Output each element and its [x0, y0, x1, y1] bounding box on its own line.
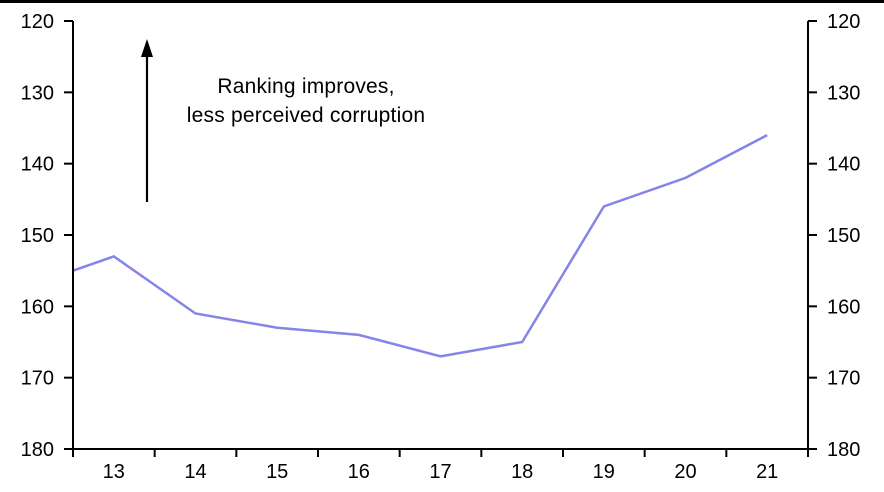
y-axis-right-labels: 120 130 140 150 160 170 180: [827, 11, 860, 461]
x-axis-label: 13: [103, 461, 125, 483]
y-axis-label-right: 180: [827, 439, 860, 461]
y-axis-label-left: 170: [21, 368, 54, 390]
y-axis-label-right: 120: [827, 11, 860, 33]
y-axis-label-left: 180: [21, 439, 54, 461]
y-axis-label-left: 140: [21, 154, 54, 176]
y-axis-label-right: 170: [827, 368, 860, 390]
axes-group: [64, 20, 817, 457]
x-axis-label: 14: [184, 461, 206, 483]
x-axis-label: 16: [348, 461, 370, 483]
x-axis-label: 15: [266, 461, 288, 483]
y-axis-label-right: 160: [827, 296, 860, 318]
y-axis-label-right: 150: [827, 225, 860, 247]
x-axis-label: 20: [674, 461, 696, 483]
annotation-line-2: less perceived corruption: [186, 104, 426, 127]
y-axis-left-labels: 120 130 140 150 160 170 180: [21, 11, 54, 461]
x-axis-label: 18: [511, 461, 533, 483]
x-axis-label: 21: [756, 461, 778, 483]
annotation-text: Ranking improves, less perceived corrupt…: [158, 72, 454, 130]
y-axis-label-left: 120: [21, 11, 54, 33]
y-axis-label-right: 140: [827, 154, 860, 176]
up-arrow-icon: [141, 39, 153, 202]
data-series-group: [73, 133, 768, 358]
x-axis-label: 17: [429, 461, 451, 483]
y-axis-label-left: 150: [21, 225, 54, 247]
annotation-line-1: Ranking improves,: [217, 75, 395, 98]
top-border-rule: [0, 0, 884, 3]
x-axis-labels: 13 14 15 16 17 18 19 20 21: [103, 461, 779, 483]
y-axis-label-left: 130: [21, 82, 54, 104]
y-axis-label-left: 160: [21, 296, 54, 318]
x-axis-label: 19: [593, 461, 615, 483]
series-line-corruption-perception-ranking: [73, 133, 768, 358]
y-axis-label-right: 130: [827, 82, 860, 104]
